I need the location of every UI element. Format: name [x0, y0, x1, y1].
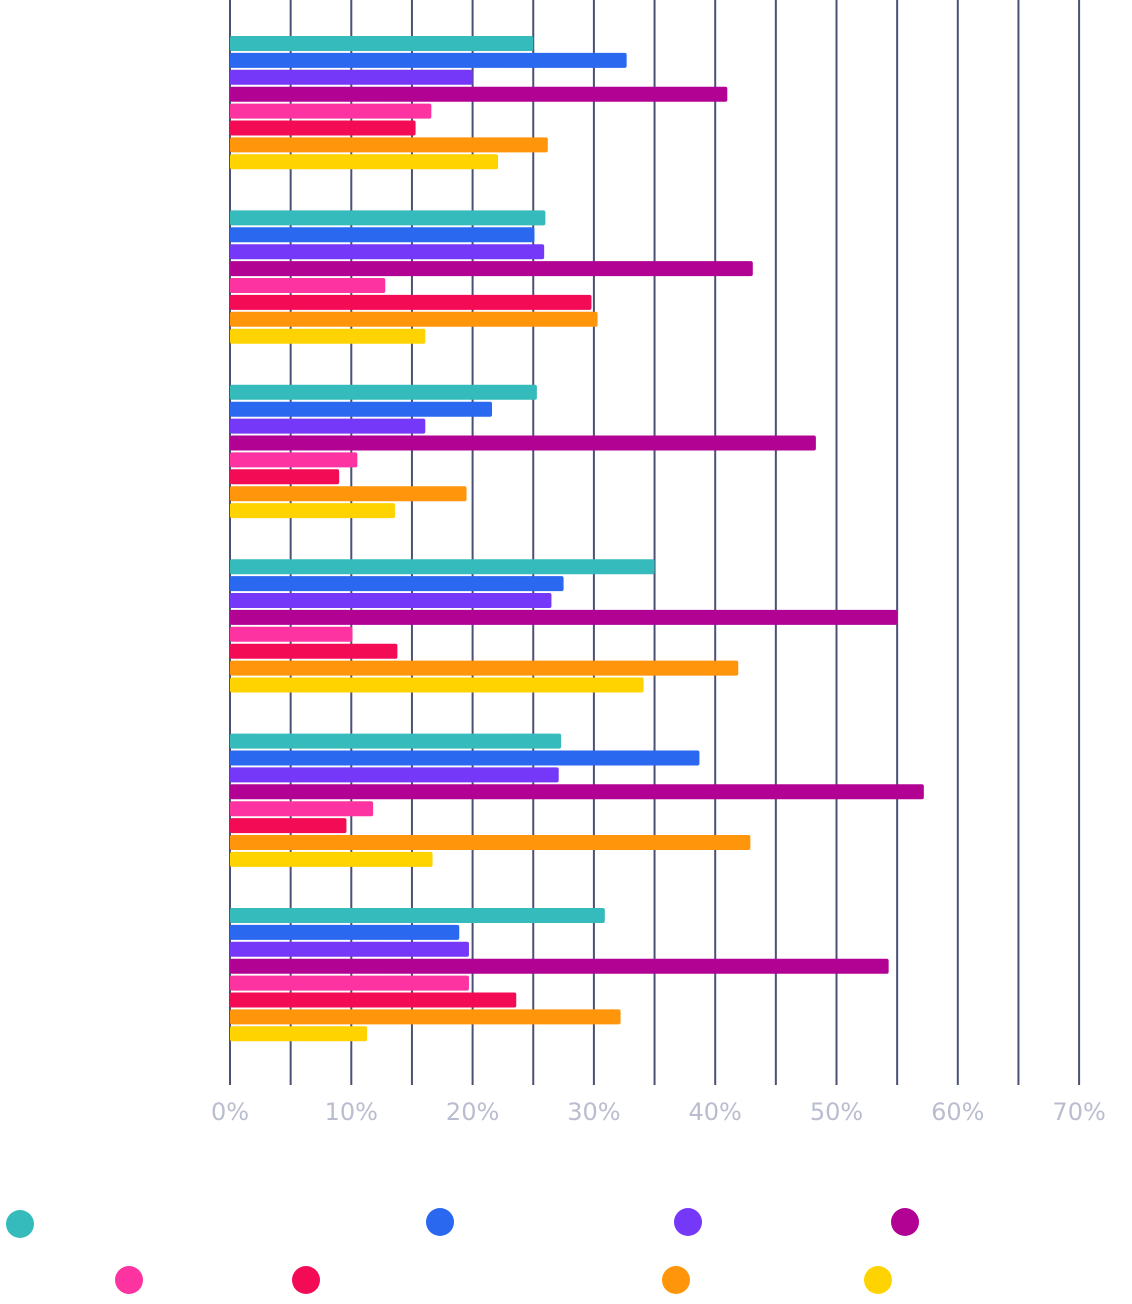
legend-marker — [864, 1266, 892, 1294]
bar — [230, 784, 924, 800]
x-tick-label: 0% — [211, 1098, 249, 1126]
bar — [230, 576, 564, 592]
bar — [230, 69, 473, 85]
legend-marker — [674, 1208, 702, 1236]
x-tick-label: 20% — [446, 1098, 499, 1126]
bar — [230, 435, 816, 451]
bar — [230, 244, 545, 260]
bar — [230, 120, 416, 136]
bar — [230, 975, 469, 991]
bar — [230, 992, 517, 1008]
bar — [230, 750, 700, 766]
legend-marker — [115, 1266, 143, 1294]
x-tick-label: 10% — [325, 1098, 378, 1126]
bar — [230, 941, 469, 957]
bar — [230, 609, 898, 625]
bar — [230, 384, 537, 400]
x-tick-label: 70% — [1052, 1098, 1105, 1126]
bar — [230, 835, 751, 850]
bar — [230, 294, 592, 310]
bar — [230, 401, 493, 417]
bar — [230, 851, 433, 867]
bar — [230, 924, 460, 940]
bars — [230, 36, 924, 1042]
legend-marker — [891, 1208, 919, 1236]
x-tick-label: 40% — [689, 1098, 742, 1126]
bar — [230, 86, 728, 102]
legend — [6, 1208, 919, 1294]
bar — [230, 818, 347, 834]
bar — [230, 677, 644, 693]
bar — [230, 103, 432, 119]
x-tick-label: 50% — [810, 1098, 863, 1126]
bar — [230, 328, 426, 344]
bar — [230, 52, 627, 68]
bar — [230, 36, 534, 51]
bar — [230, 261, 753, 277]
legend-marker — [292, 1266, 320, 1294]
bar — [230, 486, 467, 502]
bar — [230, 210, 546, 226]
bar — [230, 958, 889, 974]
legend-marker — [426, 1208, 454, 1236]
bar — [230, 1009, 621, 1025]
bar — [230, 311, 598, 327]
bar — [230, 137, 548, 153]
bar — [230, 1026, 368, 1042]
bar — [230, 154, 499, 170]
bar — [230, 801, 374, 817]
bar — [230, 418, 426, 434]
bar — [230, 593, 552, 608]
x-tick-label: 30% — [567, 1098, 620, 1126]
bar — [230, 660, 739, 676]
x-axis-ticks: 0% 10% 20% 30% 40% 50% 60% 70% — [211, 1098, 1106, 1126]
bar — [230, 278, 386, 293]
bar — [230, 469, 340, 485]
bar — [230, 908, 605, 923]
gridlines — [229, 0, 1081, 1085]
bar — [230, 503, 395, 519]
legend-marker — [6, 1210, 34, 1238]
bar — [230, 733, 562, 749]
bar — [230, 626, 353, 642]
bar — [230, 643, 398, 659]
x-tick-label: 60% — [931, 1098, 984, 1126]
bar — [230, 767, 559, 783]
legend-marker — [662, 1266, 690, 1294]
bar — [230, 452, 358, 468]
bar — [230, 559, 655, 575]
bar — [230, 227, 535, 243]
